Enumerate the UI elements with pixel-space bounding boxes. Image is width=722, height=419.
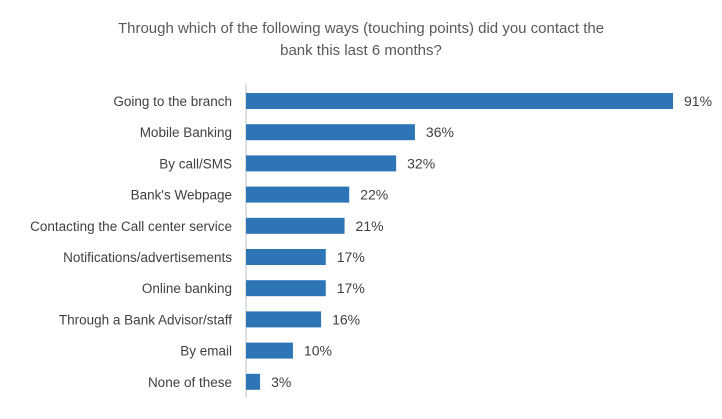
category-label: By email [180, 344, 232, 359]
bar-group [246, 93, 673, 390]
bar [246, 124, 415, 141]
value-label: 36% [426, 124, 454, 140]
category-label: Contacting the Call center service [30, 219, 232, 234]
value-label: 22% [360, 187, 388, 203]
value-label: 17% [337, 280, 365, 296]
category-label: Notifications/advertisements [63, 250, 232, 265]
bar [246, 249, 326, 265]
category-label: Online banking [142, 281, 232, 296]
bar [246, 311, 322, 328]
category-labels: Going to the branch Mobile Banking By call… [30, 94, 232, 390]
bar [246, 342, 293, 359]
category-label: By call/SMS [159, 156, 232, 171]
bar [246, 280, 326, 297]
bar [246, 155, 397, 172]
chart-title-line-1: Through which of the following ways (tou… [118, 20, 604, 37]
category-label: None of these [148, 375, 232, 390]
value-label: 10% [304, 343, 332, 359]
bar [246, 186, 350, 203]
value-label: 16% [332, 311, 360, 327]
value-label: 3% [271, 374, 291, 390]
chart-title-line-2: bank this last 6 months? [280, 42, 442, 59]
category-label: Through a Bank Advisor/staff [59, 312, 232, 327]
value-label: 17% [337, 249, 365, 265]
bar [246, 217, 345, 234]
value-label: 21% [356, 218, 384, 234]
bar [246, 93, 673, 109]
value-labels: 91% 36% 32% 22% 21% 17% 17% 16%10% 3% [271, 93, 712, 390]
value-label: 32% [407, 155, 435, 171]
category-label: Going to the branch [113, 94, 232, 109]
category-label: Bank's Webpage [131, 188, 232, 203]
value-label: 91% [684, 93, 712, 109]
category-label: Mobile Banking [140, 125, 232, 140]
bar [246, 373, 261, 390]
